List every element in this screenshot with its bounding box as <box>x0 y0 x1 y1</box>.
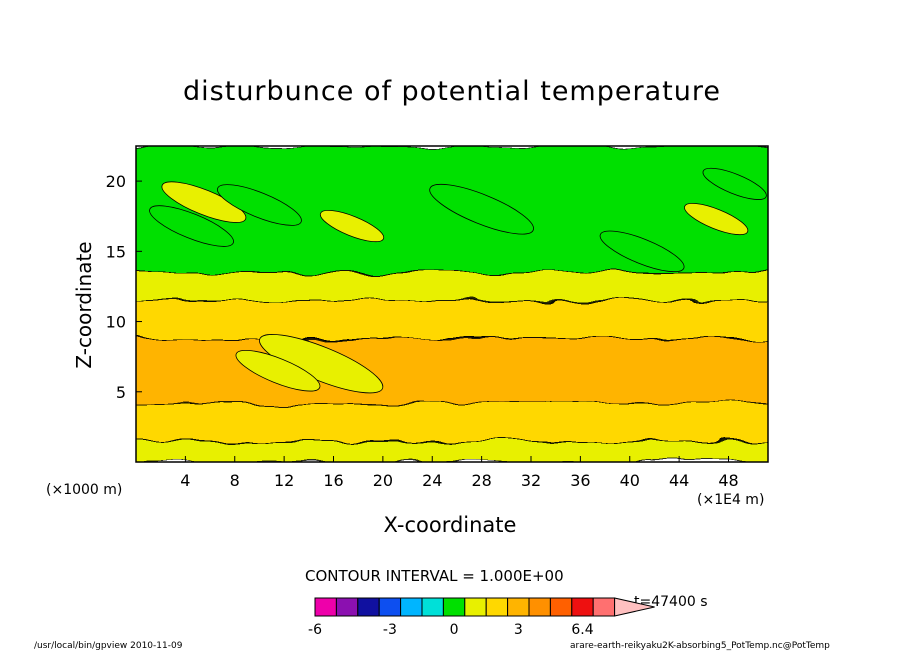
colorbar-cell <box>335 597 359 617</box>
contour-feature <box>235 349 321 392</box>
footer-right-text: arare-earth-reikyaku2K-absorbing5_PotTem… <box>570 641 830 651</box>
colorbar-label: 0 <box>450 622 459 638</box>
contour-feature <box>702 167 767 200</box>
colorbar-cell <box>378 597 402 617</box>
colorbar-cell <box>464 597 487 617</box>
x-tick-label: 36 <box>570 471 590 490</box>
footer-left-text: /usr/local/bin/gpview 2010-11-09 <box>34 641 183 651</box>
contour-band <box>136 271 768 301</box>
colorbar: -6 -3 0 3 6.4 <box>308 597 655 638</box>
contour-band <box>136 338 768 404</box>
y-axis-ticks: 5 10 15 20 <box>106 172 142 402</box>
y-tick-label: 20 <box>106 172 126 191</box>
chart-title: disturbunce of potential temperature <box>183 76 721 107</box>
x-unit-label: (×1000 m) <box>46 482 123 498</box>
colorbar-cell <box>442 597 466 617</box>
y-tick-label: 10 <box>106 313 126 332</box>
x-axis-label: X-coordinate <box>383 513 517 537</box>
contour-feature <box>149 205 234 247</box>
y-tick-label: 15 <box>106 242 126 261</box>
x-tick-label: 20 <box>373 471 393 490</box>
colorbar-cell <box>485 597 509 617</box>
colorbar-cell <box>528 597 551 617</box>
contour-feature <box>217 184 302 226</box>
contour-feature <box>599 230 685 273</box>
colorbar-cell <box>549 597 573 617</box>
x-tick-label: 32 <box>521 471 541 490</box>
y-tick-label: 5 <box>116 383 126 402</box>
contour-feature <box>161 181 247 223</box>
colorbar-arrow <box>614 597 655 617</box>
colorbar-label: -3 <box>383 622 397 638</box>
contour-band <box>136 300 768 339</box>
x-tick-label: 44 <box>669 471 689 490</box>
plot-frame <box>135 145 769 463</box>
plot-fill <box>136 146 768 462</box>
colorbar-cell <box>400 597 423 617</box>
colorbar-label: 6.4 <box>571 622 593 638</box>
colorbar-cell <box>592 597 616 617</box>
x-tick-label: 40 <box>620 471 640 490</box>
contour-band <box>136 440 768 462</box>
x-scale-label: (×1E4 m) <box>697 492 765 508</box>
x-tick-label: 12 <box>274 471 294 490</box>
colorbar-cell <box>507 597 530 617</box>
contour-interval-text: CONTOUR INTERVAL = 1.000E+00 <box>305 567 564 585</box>
colorbar-label: -6 <box>308 622 322 638</box>
colorbar-cell <box>357 597 380 617</box>
x-tick-label: 24 <box>422 471 442 490</box>
x-tick-label: 28 <box>471 471 491 490</box>
x-tick-label: 4 <box>180 471 190 490</box>
contour-feature <box>429 183 534 235</box>
x-tick-label: 16 <box>323 471 343 490</box>
contour-feature <box>684 203 749 236</box>
colorbar-label: 3 <box>514 622 523 638</box>
contour-feature <box>319 210 385 243</box>
x-tick-label: 8 <box>230 471 240 490</box>
colorbar-cell <box>314 597 337 617</box>
colorbar-cell <box>571 597 594 617</box>
field-layer <box>136 146 768 462</box>
x-axis-ticks: 4 8 12 16 20 24 28 32 36 40 44 48 <box>180 456 739 490</box>
plot-border <box>135 145 769 463</box>
x-tick-label: 48 <box>718 471 738 490</box>
contour-band <box>136 402 768 442</box>
colorbar-cell <box>421 597 444 617</box>
